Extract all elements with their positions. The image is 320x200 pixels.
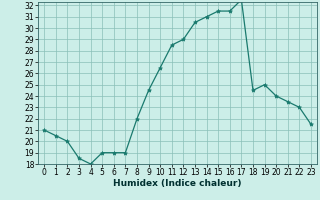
X-axis label: Humidex (Indice chaleur): Humidex (Indice chaleur) xyxy=(113,179,242,188)
